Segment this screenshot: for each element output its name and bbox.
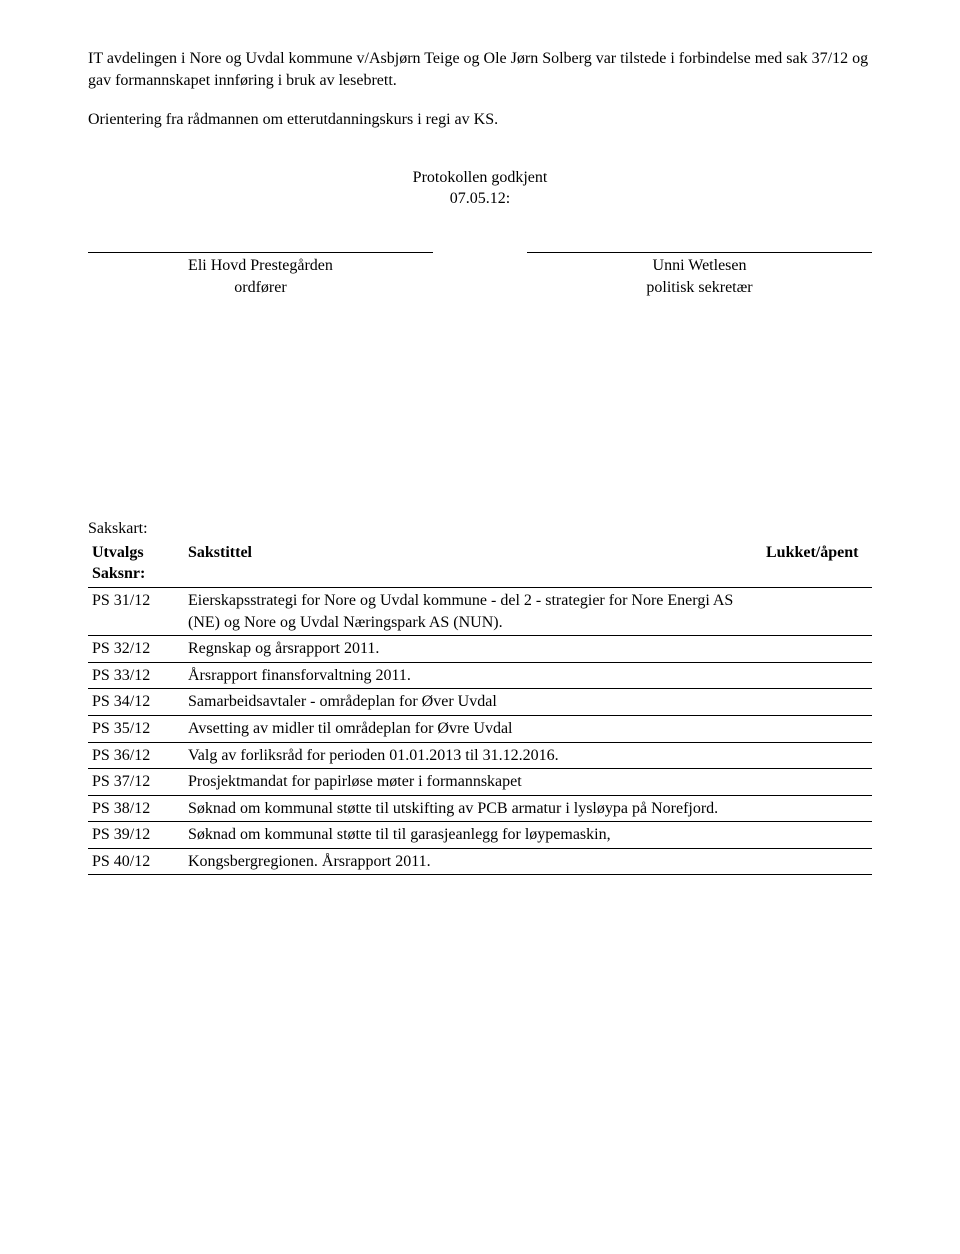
- table-row: PS 33/12 Årsrapport finansforvaltning 20…: [88, 662, 872, 689]
- signer-left-name: Eli Hovd Prestegården: [88, 255, 433, 277]
- row-num: PS 40/12: [88, 848, 184, 875]
- table-row: PS 35/12 Avsetting av midler til områdep…: [88, 715, 872, 742]
- protocol-block: Protokollen godkjent 07.05.12:: [88, 167, 872, 210]
- row-status: [762, 715, 872, 742]
- table-row: PS 40/12 Kongsbergregionen. Årsrapport 2…: [88, 848, 872, 875]
- header-utvalgs-b: Saksnr:: [92, 565, 145, 582]
- row-status: [762, 769, 872, 796]
- header-lukket: Lukket/åpent: [762, 540, 872, 588]
- row-status: [762, 848, 872, 875]
- row-title: Samarbeidsavtaler - områdeplan for Øver …: [184, 689, 762, 716]
- table-header-row: Utvalgs Saksnr: Sakstittel Lukket/åpent: [88, 540, 872, 588]
- table-row: PS 34/12 Samarbeidsavtaler - områdeplan …: [88, 689, 872, 716]
- saks-table: Utvalgs Saksnr: Sakstittel Lukket/åpent …: [88, 540, 872, 876]
- row-title: Eierskapsstrategi for Nore og Uvdal komm…: [184, 587, 762, 635]
- row-status: [762, 742, 872, 769]
- row-title: Valg av forliksråd for perioden 01.01.20…: [184, 742, 762, 769]
- signer-right-name: Unni Wetlesen: [527, 255, 872, 277]
- protocol-heading: Protokollen godkjent: [88, 167, 872, 189]
- table-row: PS 39/12 Søknad om kommunal støtte til t…: [88, 822, 872, 849]
- header-sakstittel: Sakstittel: [184, 540, 762, 588]
- row-status: [762, 795, 872, 822]
- row-num: PS 31/12: [88, 587, 184, 635]
- row-num: PS 36/12: [88, 742, 184, 769]
- signer-right-role: politisk sekretær: [527, 277, 872, 299]
- table-body: PS 31/12 Eierskapsstrategi for Nore og U…: [88, 587, 872, 875]
- row-status: [762, 636, 872, 663]
- table-row: PS 31/12 Eierskapsstrategi for Nore og U…: [88, 587, 872, 635]
- row-title: Årsrapport finansforvaltning 2011.: [184, 662, 762, 689]
- row-num: PS 33/12: [88, 662, 184, 689]
- signer-left-role: ordfører: [88, 277, 433, 299]
- signature-right: Unni Wetlesen politisk sekretær: [527, 252, 872, 298]
- row-title: Prosjektmandat for papirløse møter i for…: [184, 769, 762, 796]
- row-num: PS 35/12: [88, 715, 184, 742]
- row-title: Regnskap og årsrapport 2011.: [184, 636, 762, 663]
- row-num: PS 34/12: [88, 689, 184, 716]
- row-status: [762, 822, 872, 849]
- sakskart-label: Sakskart:: [88, 518, 872, 540]
- signature-line-right: [527, 252, 872, 253]
- row-num: PS 32/12: [88, 636, 184, 663]
- row-status: [762, 662, 872, 689]
- table-row: PS 36/12 Valg av forliksråd for perioden…: [88, 742, 872, 769]
- signature-left: Eli Hovd Prestegården ordfører: [88, 252, 433, 298]
- table-row: PS 32/12 Regnskap og årsrapport 2011.: [88, 636, 872, 663]
- row-title: Avsetting av midler til områdeplan for Ø…: [184, 715, 762, 742]
- table-row: PS 37/12 Prosjektmandat for papirløse mø…: [88, 769, 872, 796]
- signature-line-left: [88, 252, 433, 253]
- row-title: Søknad om kommunal støtte til til garasj…: [184, 822, 762, 849]
- signature-row: Eli Hovd Prestegården ordfører Unni Wetl…: [88, 252, 872, 298]
- protocol-date: 07.05.12:: [88, 188, 872, 210]
- second-paragraph: Orientering fra rådmannen om etterutdann…: [88, 109, 872, 131]
- header-utvalgs: Utvalgs Saksnr:: [88, 540, 184, 588]
- row-status: [762, 689, 872, 716]
- intro-paragraph: IT avdelingen i Nore og Uvdal kommune v/…: [88, 48, 872, 91]
- row-num: PS 39/12: [88, 822, 184, 849]
- row-status: [762, 587, 872, 635]
- table-row: PS 38/12 Søknad om kommunal støtte til u…: [88, 795, 872, 822]
- row-num: PS 37/12: [88, 769, 184, 796]
- header-utvalgs-a: Utvalgs: [92, 544, 144, 561]
- row-title: Kongsbergregionen. Årsrapport 2011.: [184, 848, 762, 875]
- row-num: PS 38/12: [88, 795, 184, 822]
- row-title: Søknad om kommunal støtte til utskifting…: [184, 795, 762, 822]
